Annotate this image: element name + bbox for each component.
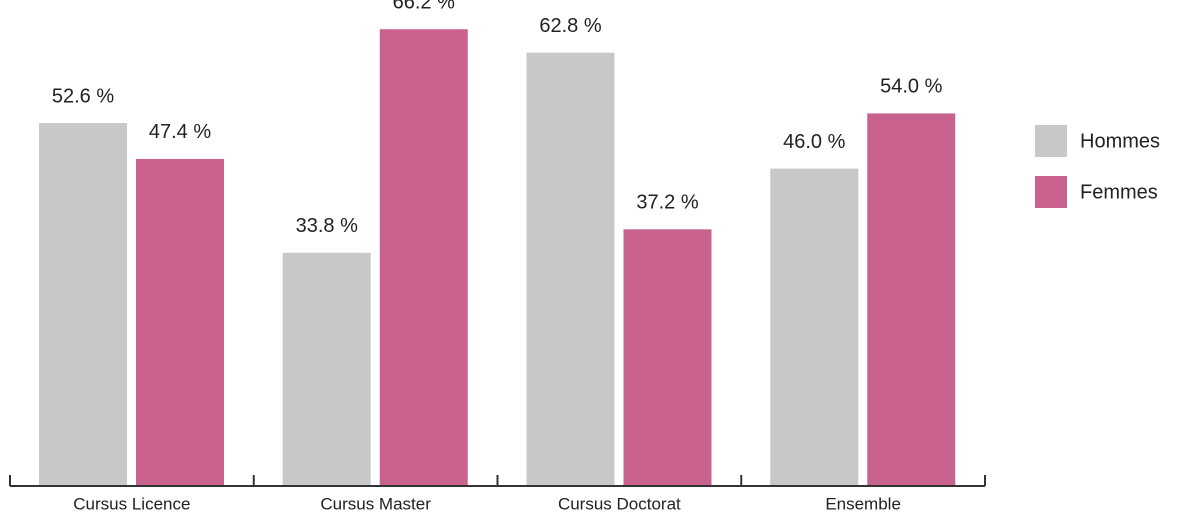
legend-label: Hommes xyxy=(1080,130,1160,152)
bar xyxy=(136,158,224,486)
value-label: 52.6 % xyxy=(52,85,114,107)
value-label: 33.8 % xyxy=(296,215,358,237)
bar xyxy=(770,168,859,486)
legend-swatch xyxy=(1035,176,1067,208)
bar xyxy=(867,113,956,487)
x-tick-label: Cursus Master xyxy=(320,494,431,513)
bar xyxy=(39,123,127,486)
bar xyxy=(623,229,712,486)
value-label: 47.4 % xyxy=(149,121,211,143)
bar xyxy=(526,52,615,487)
value-label: 46.0 % xyxy=(783,131,845,153)
bar xyxy=(379,29,468,486)
value-label: 37.2 % xyxy=(636,192,698,214)
x-tick-label: Cursus Licence xyxy=(73,494,190,513)
value-label: 54.0 % xyxy=(880,76,942,98)
bar xyxy=(282,252,371,486)
value-label: 62.8 % xyxy=(539,15,601,37)
x-tick-label: Ensemble xyxy=(825,494,901,513)
legend-label: Femmes xyxy=(1080,181,1158,203)
value-label: 66.2 % xyxy=(393,0,455,14)
x-tick-label: Cursus Doctorat xyxy=(558,494,681,513)
legend-swatch xyxy=(1035,125,1067,157)
